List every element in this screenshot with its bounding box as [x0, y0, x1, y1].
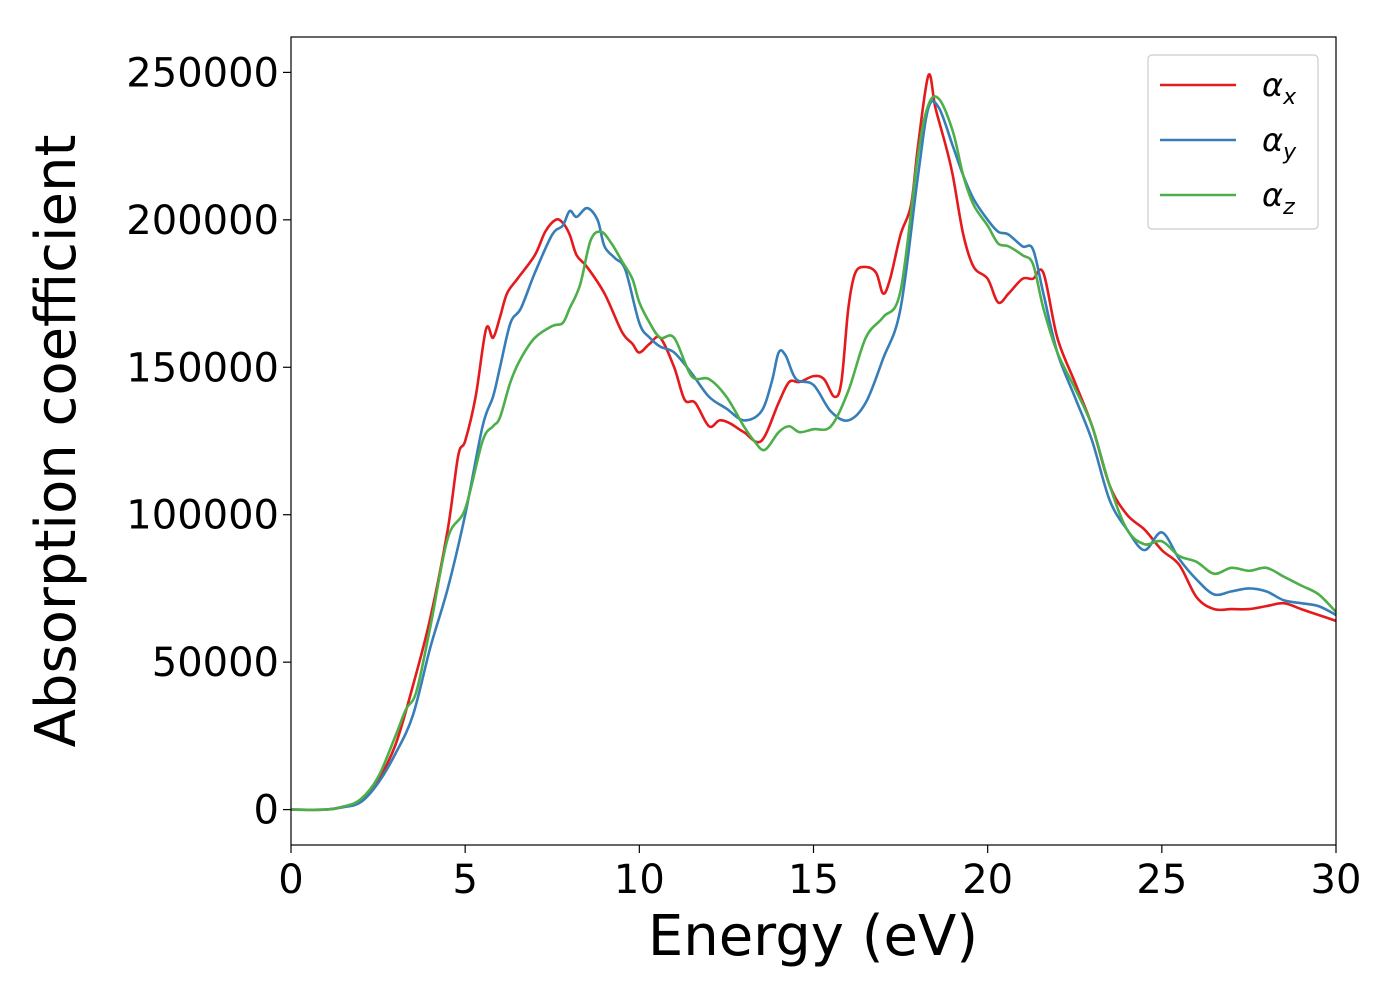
x-axis-title: Energy (eV)	[648, 904, 978, 969]
legend-subscript: x	[1282, 85, 1297, 110]
y-tick-label: 50000	[152, 640, 279, 686]
series-lines	[291, 73, 1336, 812]
legend-subscript: z	[1282, 195, 1295, 220]
y-tick-label: 0	[254, 788, 279, 834]
x-tick-label: 5	[452, 857, 477, 903]
y-axis-title: Absorption coefficient	[24, 135, 89, 748]
y-tick-label: 200000	[126, 198, 279, 244]
y-tick-label: 100000	[126, 493, 279, 539]
legend-subscript: y	[1282, 140, 1297, 165]
x-tick-label: 10	[614, 857, 665, 903]
legend-label-x: αx	[1262, 66, 1297, 110]
y-axis-ticks: 0 50000 100000 150000 200000 250000	[126, 50, 291, 834]
plot-frame	[290, 36, 1337, 846]
x-axis-ticks: 0 5 10 15 20 25 30	[278, 845, 1361, 903]
legend-box	[1147, 54, 1319, 230]
y-tick-label: 250000	[126, 50, 279, 96]
legend-label-y: αy	[1262, 121, 1297, 165]
x-tick-label: 30	[1311, 857, 1362, 903]
legend-symbol: α	[1262, 66, 1283, 104]
x-tick-label: 20	[962, 857, 1013, 903]
y-tick-label: 150000	[126, 345, 279, 391]
x-tick-label: 0	[278, 857, 303, 903]
legend-label-z: αz	[1262, 176, 1295, 220]
legend-symbol: α	[1262, 176, 1283, 214]
x-tick-label: 15	[788, 857, 839, 903]
series-line-z	[291, 95, 1336, 812]
legend-symbol: α	[1262, 121, 1283, 159]
x-tick-label: 25	[1136, 857, 1187, 903]
